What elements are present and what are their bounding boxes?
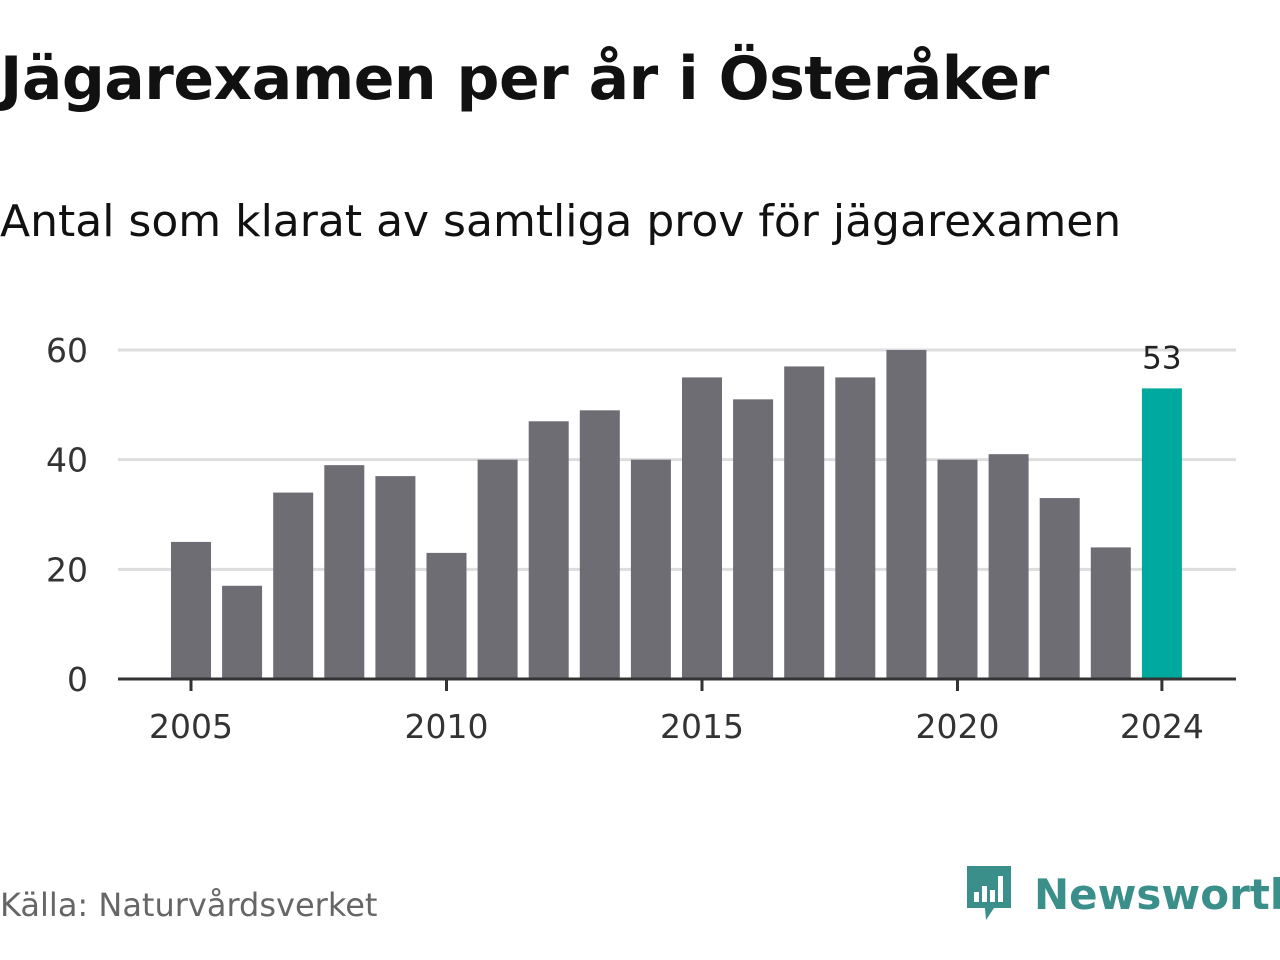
bar-2011 — [477, 459, 518, 679]
source-label: Källa: Naturvårdsverket — [0, 886, 378, 924]
x-tick-label: 2015 — [660, 707, 744, 746]
bar-2019 — [886, 350, 927, 679]
bar-2020 — [937, 459, 978, 679]
bar-2018 — [835, 377, 876, 679]
y-tick-label: 60 — [46, 331, 88, 370]
y-tick-label: 40 — [46, 441, 88, 480]
bar-2014 — [630, 459, 671, 679]
bar-2024 — [1141, 388, 1182, 679]
bar-2023 — [1090, 547, 1131, 679]
bar-2005 — [171, 541, 211, 679]
bar-2007 — [273, 492, 314, 679]
bar-2021 — [988, 454, 1029, 679]
bar-2017 — [784, 366, 825, 679]
newsworthy-logo-icon — [967, 866, 1011, 920]
y-tick-label: 0 — [67, 660, 88, 699]
bar-2013 — [579, 410, 620, 679]
x-tick-label: 2024 — [1120, 707, 1204, 746]
chart-subtitle: Antal som klarat av samtliga prov för jä… — [0, 196, 1122, 247]
chart-title: Jägarexamen per år i Österåker — [0, 44, 1049, 114]
bar-2012 — [528, 421, 569, 679]
x-tick-label: 2010 — [405, 707, 489, 746]
brand-logo: Newsworthy — [964, 864, 1280, 924]
bar-2008 — [324, 465, 365, 679]
bar-2009 — [375, 476, 416, 679]
data-label-2024: 53 — [1142, 340, 1181, 376]
bar-2022 — [1039, 498, 1080, 679]
brand-name: Newsworthy — [1034, 869, 1280, 919]
bar-2010 — [426, 552, 467, 679]
bar-2006 — [222, 585, 263, 679]
y-tick-label: 20 — [46, 550, 88, 589]
bar-2015 — [682, 377, 722, 679]
x-tick-label: 2020 — [916, 707, 1000, 746]
x-tick-label: 2005 — [149, 707, 233, 746]
bar-2016 — [733, 399, 774, 679]
bar-chart: 0 20 40 60 2005 2010 2015 2020 2024 53 — [46, 331, 1236, 746]
